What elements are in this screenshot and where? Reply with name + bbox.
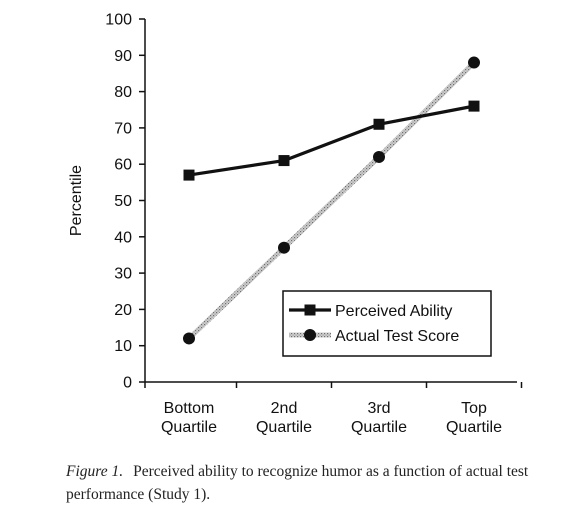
point-actual-test-score xyxy=(278,241,290,254)
figure-caption: Figure 1. Perceived ability to recognize … xyxy=(66,460,576,506)
y-tick-label: 30 xyxy=(114,266,132,283)
series-line-actual-test-score xyxy=(187,60,476,341)
legend: Perceived Ability Actual Test Score xyxy=(282,290,492,357)
y-axis-label: Percentile xyxy=(68,165,85,236)
point-perceived-ability xyxy=(278,155,290,167)
point-actual-test-score xyxy=(373,150,385,163)
y-tick-label: 100 xyxy=(105,12,132,29)
point-actual-test-score xyxy=(468,56,480,69)
caption-label: Figure 1. xyxy=(66,463,124,480)
legend-marker-perceived-ability xyxy=(304,304,316,316)
point-perceived-ability xyxy=(183,169,195,181)
y-tick-label: 60 xyxy=(114,157,132,174)
y-tick-label: 50 xyxy=(114,193,132,210)
y-tick-label: 10 xyxy=(114,338,132,355)
axes: 0 10 20 30 40 50 60 70 80 90 100 Bottom Quartile 2nd Q… xyxy=(68,12,523,436)
legend-label-perceived-ability: Perceived Ability xyxy=(335,303,452,320)
y-tick-label: 40 xyxy=(114,229,132,246)
x-tick-label: Top Quartile xyxy=(446,400,502,436)
point-perceived-ability xyxy=(468,100,480,112)
x-tick-label: 2nd Quartile xyxy=(256,400,312,436)
legend-label-actual-test-score: Actual Test Score xyxy=(335,328,459,345)
caption-text: Perceived ability to recognize humor as … xyxy=(66,463,529,503)
y-tick-label: 80 xyxy=(114,84,132,101)
point-perceived-ability xyxy=(373,118,385,130)
legend-box xyxy=(282,290,492,357)
point-actual-test-score xyxy=(183,332,195,345)
series-layer xyxy=(183,56,480,345)
y-tick-label: 90 xyxy=(114,48,132,65)
line-chart: 0 10 20 30 40 50 60 70 80 90 100 Bottom Quartile 2nd Q… xyxy=(68,12,523,436)
series-line-perceived-ability xyxy=(188,104,475,177)
legend-marker-actual-test-score xyxy=(304,329,316,341)
y-tick-label: 20 xyxy=(114,302,132,319)
x-tick-label: 3rd Quartile xyxy=(351,400,407,436)
y-tick-label: 70 xyxy=(114,120,132,137)
x-tick-label: Bottom Quartile xyxy=(161,400,217,436)
y-tick-label: 0 xyxy=(123,375,132,392)
